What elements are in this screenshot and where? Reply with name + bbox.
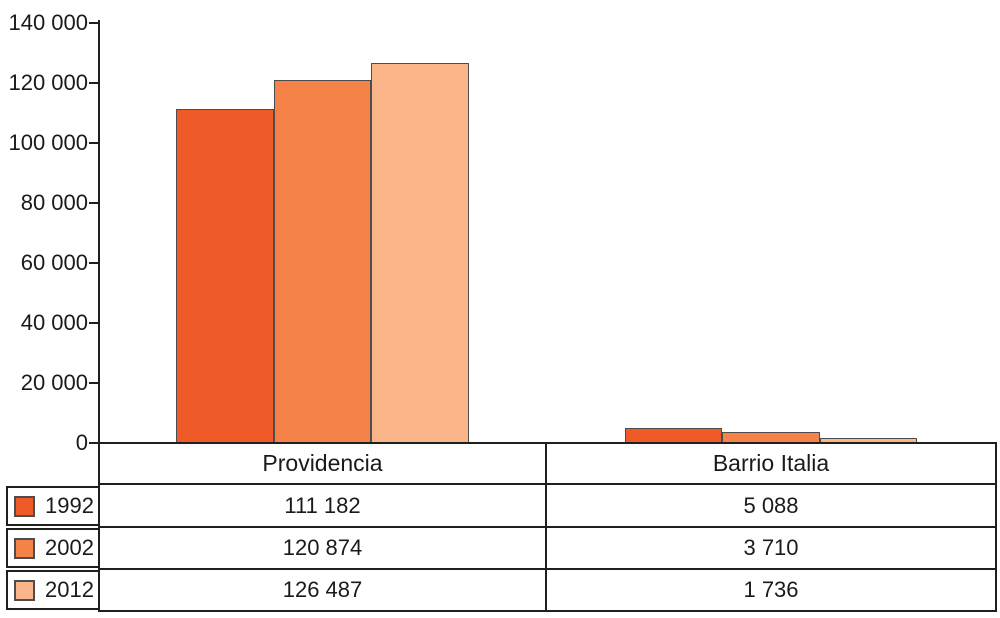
y-tick-5: [89, 141, 98, 144]
legend-box-2002: 2002: [6, 528, 100, 568]
x-axis-line: [98, 442, 997, 444]
y-tick-label-5: 100 000: [8, 129, 88, 155]
legend-box-2012: 2012: [6, 570, 100, 610]
y-tick-label-1: 20 000: [20, 369, 88, 395]
y-tick-label-0: 0: [75, 430, 88, 455]
value-cell-1992-0: 111 182: [284, 493, 361, 518]
value-cell-1992-1: 5 088: [743, 493, 799, 518]
table-row-line-2: [98, 568, 997, 570]
y-tick-7: [89, 21, 98, 24]
y-tick-3: [89, 261, 98, 264]
legend-box-1992: 1992: [6, 486, 100, 526]
y-tick-2: [89, 321, 98, 324]
table-row-line-1: [98, 526, 997, 528]
value-cell-2012-1: 1 736: [743, 577, 799, 602]
legend-year-label: 2002: [45, 535, 94, 560]
value-cell-2002-1: 3 710: [743, 535, 799, 560]
y-tick-label-3: 60 000: [20, 249, 88, 275]
legend-swatch-2002: [14, 537, 35, 559]
y-tick-6: [89, 81, 98, 84]
y-tick-label-2: 40 000: [20, 309, 88, 335]
y-tick-label-7: 140 000: [8, 9, 88, 35]
bar-2002-barrio-italia: [722, 431, 820, 445]
legend-year-label: 1992: [45, 493, 94, 518]
y-tick-4: [89, 201, 98, 204]
value-cell-2002-0: 120 874: [282, 535, 363, 560]
value-cell-2012-0: 126 487: [282, 577, 363, 602]
bar-2002-providencia: [273, 79, 372, 445]
legend-year-label: 2012: [45, 577, 94, 602]
y-tick-label-6: 120 000: [8, 69, 88, 95]
bar-1992-providencia: [176, 109, 274, 445]
table-bottom-border: [98, 610, 997, 612]
bar-2012-providencia: [371, 63, 469, 445]
y-axis-line: [98, 20, 100, 612]
y-tick-1: [89, 381, 98, 384]
table-column-divider: [545, 442, 547, 612]
table-header-underline: [98, 483, 997, 485]
y-tick-0: [89, 442, 98, 444]
category-header-providencia: Providencia: [262, 450, 383, 476]
table-right-border: [995, 442, 997, 612]
y-tick-label-4: 80 000: [20, 189, 88, 215]
category-header-barrio-italia: Barrio Italia: [712, 450, 830, 476]
legend-swatch-2012: [14, 579, 35, 601]
legend-swatch-1992: [14, 495, 35, 517]
bar-2012-barrio-italia: [819, 437, 918, 445]
